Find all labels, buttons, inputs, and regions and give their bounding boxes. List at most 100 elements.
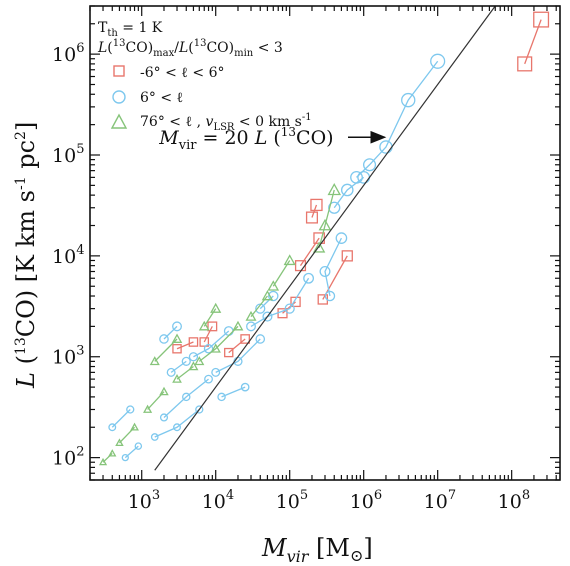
fit-line — [154, 5, 496, 471]
x-tick-label: 104 — [202, 488, 234, 513]
y-tick-label: 106 — [52, 41, 84, 66]
series-track — [203, 308, 217, 327]
data-point — [255, 334, 266, 344]
data-point — [517, 56, 533, 72]
data-point — [188, 352, 199, 362]
y-axis: 102 103 104 105 106 — [52, 5, 560, 481]
data-point — [188, 361, 199, 371]
data-point — [232, 320, 244, 331]
data-point — [172, 344, 182, 354]
x-axis-title: Mvir [M⊙] — [261, 534, 373, 566]
series-track — [176, 366, 194, 380]
legend-label-inner-galaxy: -6° < ℓ < 6° — [140, 65, 225, 81]
data-point — [210, 302, 222, 313]
series-2 — [98, 182, 342, 466]
series-track — [228, 338, 246, 354]
data-point — [108, 423, 117, 432]
data-point — [533, 11, 550, 28]
data-point — [98, 457, 108, 466]
series-track — [215, 338, 261, 373]
data-point — [357, 170, 371, 184]
data-point — [262, 311, 273, 322]
x-tick-label: 106 — [350, 488, 382, 513]
series-track — [250, 277, 310, 327]
legend-header-ratio: L(13CO)max/L(13CO)min < 3 — [97, 38, 283, 59]
data-point — [210, 343, 221, 353]
legend-label-far-outer: 76° < ℓ , vLSR < 0 km s-1 — [140, 112, 312, 133]
data-point — [166, 367, 176, 377]
data-point — [150, 433, 159, 441]
data-point — [217, 392, 226, 402]
series-track — [193, 330, 230, 358]
data-point — [362, 158, 377, 172]
data-point — [303, 272, 315, 284]
series-track — [163, 378, 209, 418]
data-point — [283, 254, 296, 266]
data-point — [142, 404, 153, 413]
relation-annotation: Mvir = 20 L (13CO) — [158, 125, 387, 153]
data-point — [159, 413, 169, 422]
series-track — [170, 360, 187, 373]
data-point — [171, 333, 183, 343]
y-tick-label: 105 — [52, 142, 84, 167]
data-point — [211, 367, 221, 377]
data-point — [268, 290, 279, 302]
y-tick-label: 103 — [52, 344, 84, 369]
data-point — [198, 320, 210, 331]
x-axis: 103 104 105 106 107 108 — [89, 6, 557, 513]
legend-marker-square — [113, 65, 125, 77]
data-point — [108, 449, 117, 457]
data-point — [401, 92, 416, 108]
data-point — [327, 182, 342, 196]
data-point — [312, 241, 326, 253]
x-tick-label: 105 — [276, 488, 308, 513]
legend-marker-circle — [112, 90, 126, 104]
series-track — [154, 408, 200, 438]
legend-label-outer-galaxy: 6° < ℓ — [140, 90, 184, 106]
data-point — [240, 382, 250, 392]
data-point — [318, 218, 332, 231]
annotation-text: Mvir = 20 L (13CO) — [158, 125, 333, 153]
data-point — [203, 344, 214, 354]
data-point — [126, 405, 135, 414]
series-track — [198, 325, 239, 362]
legend: Tth = 1 K L(13CO)max/L(13CO)min < 3 -6° … — [97, 20, 312, 133]
series-track — [203, 326, 213, 343]
data-point — [172, 374, 182, 383]
data-point — [130, 422, 139, 431]
series-track — [176, 341, 194, 350]
data-point — [172, 321, 182, 332]
data-point — [245, 310, 257, 321]
data-point — [240, 334, 250, 344]
legend-marker-triangle — [110, 113, 128, 129]
data-point — [121, 453, 129, 462]
data-point — [159, 386, 169, 396]
series-track — [356, 60, 439, 178]
data-point — [173, 423, 181, 432]
data-point — [328, 201, 341, 214]
data-point — [319, 266, 331, 277]
data-point — [340, 183, 354, 197]
series-0 — [172, 11, 550, 358]
series-track — [311, 204, 318, 218]
series-track — [333, 176, 365, 209]
data-point — [204, 374, 213, 384]
data-point — [246, 321, 256, 332]
x-tick-label: 108 — [498, 488, 530, 513]
data-point — [335, 232, 348, 244]
series-1 — [108, 53, 446, 462]
data-point — [194, 356, 205, 366]
series-track — [324, 237, 342, 297]
data-point — [182, 392, 191, 402]
x-tick-label: 103 — [128, 488, 160, 513]
y-tick-label: 102 — [52, 445, 84, 470]
data-point — [207, 321, 218, 332]
data-point — [267, 280, 280, 291]
y-tick-label: 104 — [52, 243, 84, 268]
data-point — [310, 198, 323, 212]
series-track — [111, 409, 131, 428]
data-point — [188, 337, 199, 347]
data-point — [341, 250, 353, 262]
data-point — [430, 53, 446, 69]
